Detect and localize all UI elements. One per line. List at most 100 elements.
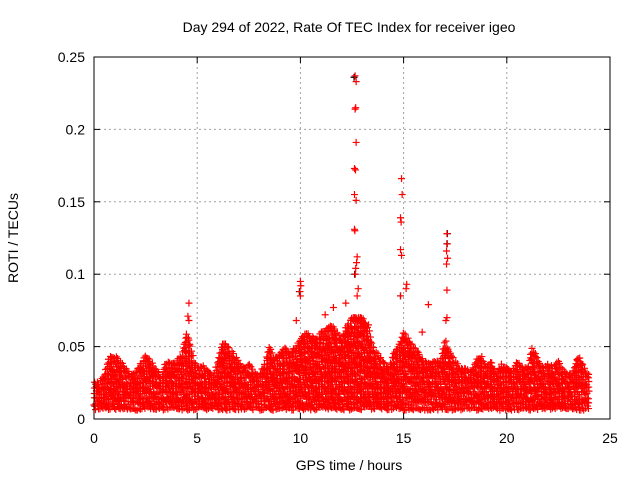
band-point	[306, 334, 314, 342]
roti-point	[402, 285, 410, 293]
band-point	[301, 369, 309, 377]
band-point	[418, 355, 426, 363]
band-point	[229, 350, 237, 358]
band-point	[374, 350, 382, 358]
band-point	[184, 391, 192, 399]
y-tick-label: 0.25	[58, 49, 85, 65]
band-point	[377, 354, 385, 362]
band-point	[365, 327, 373, 335]
band-point	[114, 355, 122, 363]
roti-point	[297, 282, 305, 290]
x-tick-label: 10	[293, 430, 309, 446]
band-point	[576, 354, 584, 362]
roti-point	[351, 105, 359, 113]
axis-ticks: 0 5 10 15 20 25 0 0.05 0.1 0.15 0.2 0.25	[58, 49, 618, 446]
x-axis-label: GPS time / hours	[296, 457, 403, 473]
band-point	[449, 354, 457, 362]
roti-point	[184, 312, 192, 320]
band-point	[415, 350, 423, 358]
roti-point	[398, 175, 406, 183]
roti-point	[321, 311, 329, 319]
roti-point	[424, 301, 432, 309]
roti-point	[418, 328, 426, 336]
band-point	[346, 329, 354, 337]
band-point	[368, 339, 376, 347]
band-point	[398, 345, 406, 353]
band-point	[404, 334, 412, 342]
band-point	[186, 340, 194, 348]
band-point	[223, 343, 231, 351]
band-point	[337, 395, 345, 403]
roti-point	[398, 251, 406, 259]
band-point	[148, 359, 156, 367]
y-tick-label: 0.1	[66, 266, 86, 282]
band-point	[478, 353, 486, 361]
band-point	[442, 337, 450, 345]
roti-point	[444, 254, 452, 262]
band-point	[466, 405, 474, 413]
band-point	[187, 347, 195, 355]
roti-point	[342, 299, 350, 307]
band-point	[359, 340, 367, 348]
band-point	[238, 374, 246, 382]
band-point	[290, 359, 298, 367]
roti-point	[351, 270, 359, 278]
band-point	[570, 399, 578, 407]
band-point	[311, 406, 319, 414]
band-point	[272, 405, 280, 413]
band-point	[118, 359, 126, 367]
band-point	[536, 359, 544, 367]
roti-point	[398, 191, 406, 199]
band-point	[579, 360, 587, 368]
band-point	[292, 356, 300, 364]
roti-point	[443, 247, 451, 255]
band-point	[354, 381, 362, 389]
roti-point	[397, 214, 405, 222]
data-points	[90, 72, 593, 414]
roti-point	[443, 230, 451, 238]
roti-point	[351, 227, 359, 235]
roti-point	[296, 292, 304, 300]
roti-point	[352, 196, 360, 204]
roti-point	[443, 260, 451, 268]
x-tick-label: 20	[499, 430, 515, 446]
band-point	[528, 355, 536, 363]
x-tick-label: 0	[90, 430, 98, 446]
band-point	[112, 368, 120, 376]
band-point	[384, 390, 392, 398]
x-tick-label: 15	[396, 430, 412, 446]
band-point	[190, 359, 198, 367]
y-tick-label: 0	[77, 411, 85, 427]
band-point	[531, 350, 539, 358]
band-point	[268, 349, 276, 357]
band-point	[299, 340, 307, 348]
roti-point	[403, 280, 411, 288]
band-point	[128, 371, 136, 379]
roti-point	[365, 321, 373, 329]
x-tick-label: 5	[193, 430, 201, 446]
band-point	[324, 335, 332, 343]
band-point	[524, 369, 532, 377]
band-point	[164, 358, 172, 366]
roti-point	[350, 191, 358, 199]
band-point	[192, 360, 200, 368]
band-point	[422, 358, 430, 366]
band-point	[401, 400, 409, 408]
y-tick-label: 0.2	[66, 121, 86, 137]
band-point	[223, 364, 231, 372]
roti-point	[352, 78, 360, 86]
band-point	[556, 360, 564, 368]
band-point	[281, 344, 289, 352]
band-point	[154, 368, 162, 376]
y-tick-label: 0.15	[58, 194, 85, 210]
roti-point	[353, 292, 361, 300]
roti-point	[397, 218, 405, 226]
band-point	[145, 355, 153, 363]
y-axis-label: ROTI / TECUs	[5, 193, 21, 283]
band-point	[583, 369, 591, 377]
band-point	[379, 358, 387, 366]
band-point	[408, 340, 416, 348]
band-point	[446, 349, 454, 357]
band-point	[444, 345, 452, 353]
band-point	[304, 330, 312, 338]
